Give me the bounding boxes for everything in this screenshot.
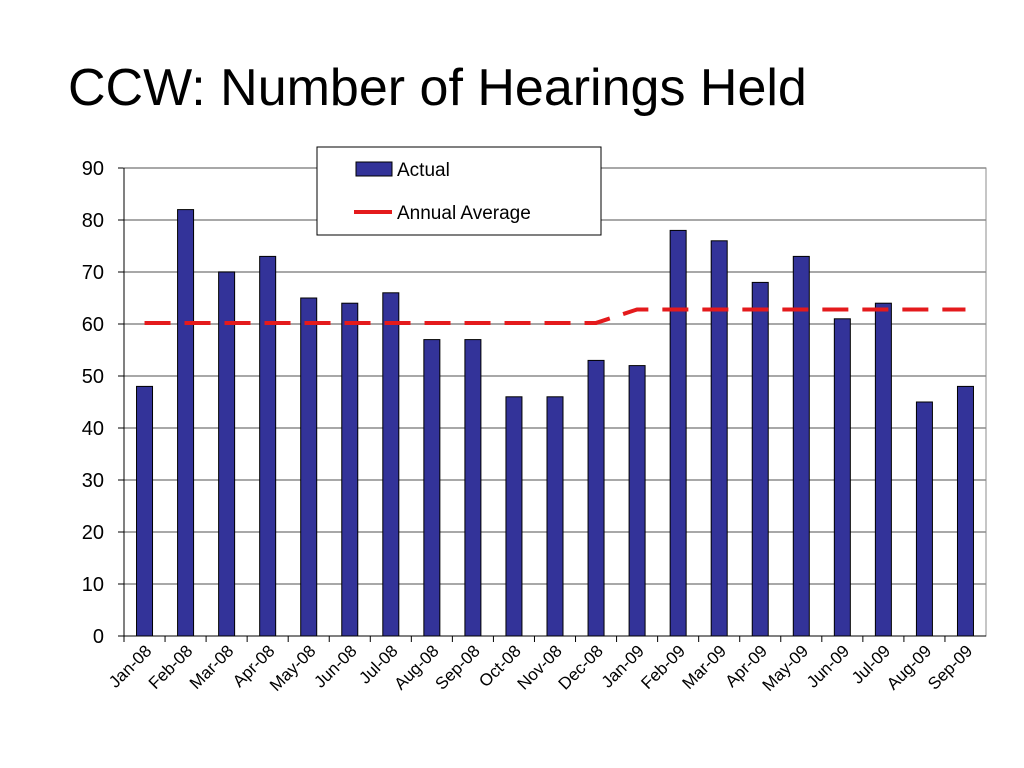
slide-title: CCW: Number of Hearings Held xyxy=(68,59,807,117)
bar-actual xyxy=(956,385,974,637)
bar-actual xyxy=(177,209,195,637)
y-tick-label: 10 xyxy=(82,574,104,596)
bar-actual xyxy=(915,401,933,637)
bars xyxy=(136,209,974,637)
y-tick-label: 90 xyxy=(82,158,104,180)
bar-actual xyxy=(259,255,277,637)
x-tick-label: Mar-08 xyxy=(186,641,238,693)
bar-actual xyxy=(874,302,892,637)
legend-actual-label: Actual xyxy=(397,160,450,181)
y-tick-label: 60 xyxy=(82,314,104,336)
bar-actual xyxy=(669,229,687,637)
y-tick-label: 40 xyxy=(82,418,104,440)
y-tick-label: 50 xyxy=(82,366,104,388)
x-tick-label: May-09 xyxy=(759,641,813,695)
bar-actual xyxy=(546,396,564,637)
bar-actual xyxy=(751,281,769,637)
bar-actual xyxy=(792,255,810,637)
x-tick-label: Jan-09 xyxy=(598,641,648,691)
bar-actual xyxy=(833,318,851,637)
legend-actual-swatch xyxy=(355,161,393,177)
bar-actual xyxy=(218,271,236,637)
x-tick-label: Mar-09 xyxy=(678,641,730,693)
x-tick-label: Jan-08 xyxy=(105,641,155,691)
x-tick-label: May-08 xyxy=(266,641,320,695)
y-tick-labels: 0 10 20 30 40 50 60 70 80 90 xyxy=(82,158,104,648)
x-tick-label: Aug-09 xyxy=(883,641,935,693)
x-tick-label: Dec-08 xyxy=(555,641,607,693)
x-tick-label: Nov-08 xyxy=(514,641,566,693)
bar-actual xyxy=(382,292,400,637)
x-tick-label: Sep-08 xyxy=(432,641,484,693)
x-tick-label: Jun-09 xyxy=(803,641,853,691)
x-tick-labels: Jan-08Feb-08Mar-08Apr-08May-08Jun-08Jul-… xyxy=(105,641,976,695)
bar-actual xyxy=(587,359,605,637)
legend-average-label: Annual Average xyxy=(397,203,531,224)
bar-actual xyxy=(505,396,523,637)
legend: Actual Annual Average xyxy=(316,146,602,236)
y-tick-label: 80 xyxy=(82,210,104,232)
bar-actual xyxy=(300,297,318,637)
x-tick-label: Feb-08 xyxy=(145,641,197,693)
bar-actual xyxy=(628,365,646,637)
y-tick-label: 70 xyxy=(82,262,104,284)
y-tick-label: 0 xyxy=(93,626,104,648)
bar-actual xyxy=(710,240,728,637)
bar-actual xyxy=(423,339,441,637)
average-series-line xyxy=(144,307,966,325)
x-tick-label: Aug-08 xyxy=(390,641,442,693)
bar-actual xyxy=(464,339,482,637)
bar-actual xyxy=(136,385,154,637)
y-tick-label: 30 xyxy=(82,470,104,492)
x-tick-label: Jun-08 xyxy=(310,641,360,691)
x-tick-label: Sep-09 xyxy=(924,641,976,693)
average-line xyxy=(144,307,966,325)
bar-actual xyxy=(341,302,359,637)
y-tick-label: 20 xyxy=(82,522,104,544)
x-tick-label: Feb-09 xyxy=(637,641,689,693)
